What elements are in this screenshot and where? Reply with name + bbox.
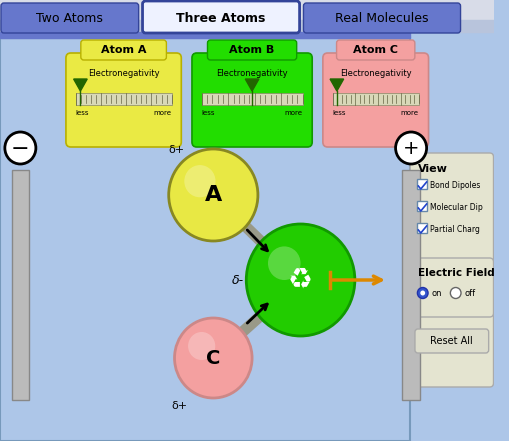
Polygon shape xyxy=(73,79,87,91)
FancyBboxPatch shape xyxy=(1,3,138,33)
FancyBboxPatch shape xyxy=(81,40,166,60)
FancyBboxPatch shape xyxy=(336,40,414,60)
Text: off: off xyxy=(464,288,474,298)
Text: δ+: δ+ xyxy=(171,401,187,411)
Text: C: C xyxy=(206,348,220,367)
FancyBboxPatch shape xyxy=(303,3,460,33)
Bar xyxy=(332,93,418,105)
Text: Electronegativity: Electronegativity xyxy=(88,68,159,78)
Text: more: more xyxy=(284,110,302,116)
Circle shape xyxy=(449,288,460,299)
Bar xyxy=(0,32,410,38)
Circle shape xyxy=(395,132,426,164)
Circle shape xyxy=(5,132,36,164)
Circle shape xyxy=(168,149,258,241)
FancyBboxPatch shape xyxy=(66,53,181,147)
Text: Electronegativity: Electronegativity xyxy=(216,68,288,78)
Bar xyxy=(0,38,410,441)
Text: +: + xyxy=(402,139,418,158)
Circle shape xyxy=(267,247,300,280)
Circle shape xyxy=(416,288,427,299)
Bar xyxy=(201,93,302,105)
Circle shape xyxy=(246,224,354,336)
Text: δ+: δ+ xyxy=(168,145,184,155)
Text: Two Atoms: Two Atoms xyxy=(36,12,103,26)
Bar xyxy=(75,93,171,105)
Text: Atom C: Atom C xyxy=(353,45,398,55)
Text: less: less xyxy=(201,110,215,116)
Text: Partial Charg: Partial Charg xyxy=(429,225,478,235)
Circle shape xyxy=(184,165,215,197)
FancyBboxPatch shape xyxy=(142,1,299,33)
Text: Three Atoms: Three Atoms xyxy=(176,11,265,25)
Bar xyxy=(0,0,494,20)
Circle shape xyxy=(419,291,425,295)
Bar xyxy=(12,170,29,400)
Circle shape xyxy=(188,332,215,360)
Bar xyxy=(402,170,419,400)
Text: δ-: δ- xyxy=(231,273,243,287)
Text: more: more xyxy=(400,110,418,116)
FancyBboxPatch shape xyxy=(414,329,488,353)
FancyBboxPatch shape xyxy=(207,40,296,60)
Bar xyxy=(0,20,494,32)
Text: more: more xyxy=(153,110,171,116)
Text: Atom A: Atom A xyxy=(101,45,146,55)
Text: Electronegativity: Electronegativity xyxy=(339,68,411,78)
FancyBboxPatch shape xyxy=(416,179,426,189)
Text: ♻: ♻ xyxy=(288,266,313,294)
FancyBboxPatch shape xyxy=(409,258,493,317)
Text: Real Molecules: Real Molecules xyxy=(334,12,428,26)
FancyBboxPatch shape xyxy=(416,201,426,211)
FancyBboxPatch shape xyxy=(322,53,428,147)
Text: less: less xyxy=(332,110,346,116)
Text: on: on xyxy=(431,288,441,298)
Circle shape xyxy=(174,318,251,398)
Text: Bond Dipoles: Bond Dipoles xyxy=(429,182,479,191)
Polygon shape xyxy=(329,79,343,91)
Text: −: − xyxy=(11,139,30,159)
FancyBboxPatch shape xyxy=(409,153,493,387)
Polygon shape xyxy=(245,79,259,91)
Text: Reset All: Reset All xyxy=(430,336,472,346)
Text: Electric Field: Electric Field xyxy=(417,268,494,278)
Text: Atom B: Atom B xyxy=(229,45,274,55)
Text: less: less xyxy=(75,110,89,116)
Text: Molecular Dip: Molecular Dip xyxy=(429,203,482,213)
FancyBboxPatch shape xyxy=(191,53,312,147)
FancyBboxPatch shape xyxy=(416,223,426,233)
Text: A: A xyxy=(204,185,221,205)
Text: View: View xyxy=(417,164,447,174)
